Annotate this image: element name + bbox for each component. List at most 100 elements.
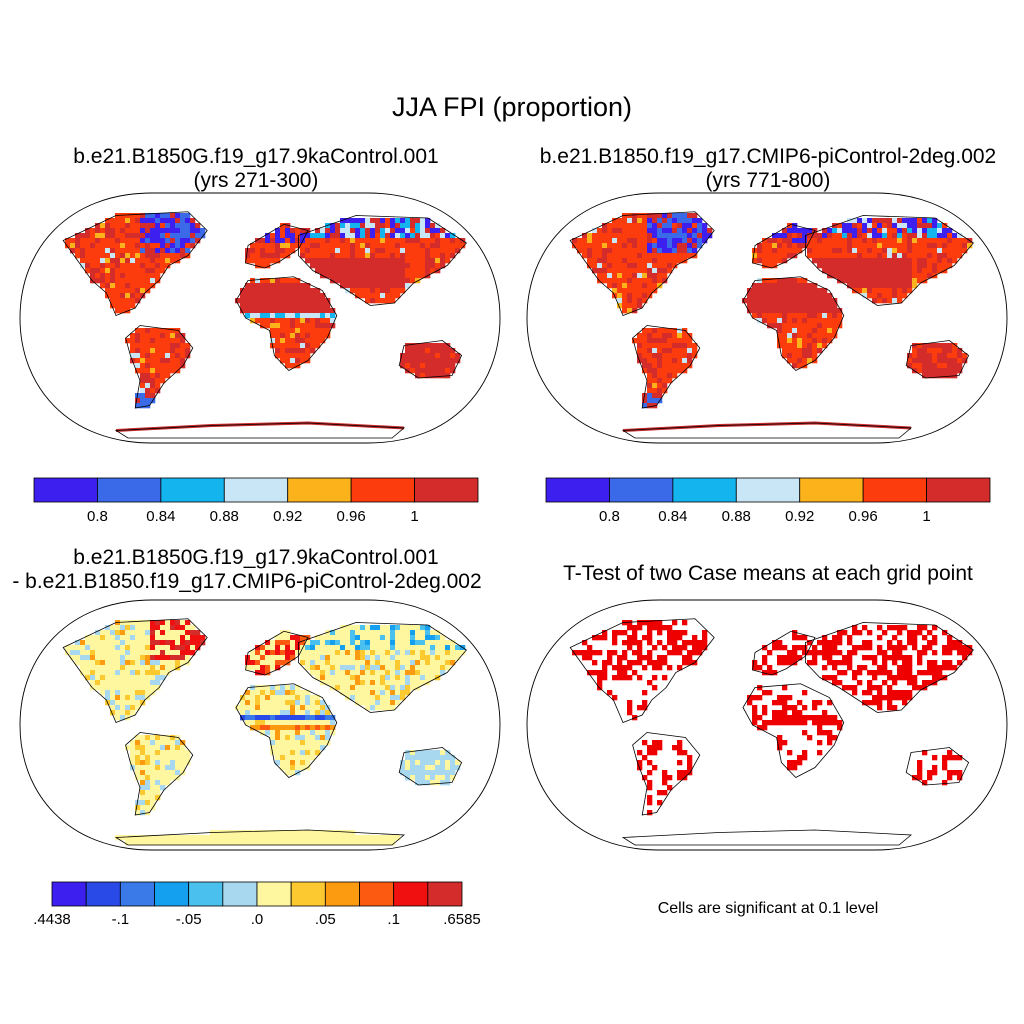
colorbar-swatch: [223, 477, 289, 503]
colorbar-swatch: [926, 477, 991, 503]
coastline-asia: [805, 215, 974, 306]
coastlines: [62, 211, 467, 439]
map-border: [19, 599, 501, 851]
coastline-samerica: [125, 732, 194, 816]
colorbar-swatch: [799, 477, 864, 503]
coastline-australia: [905, 340, 970, 379]
colorbar-swatch: [188, 881, 224, 907]
panel1-title-line1: b.e21.B1850G.f19_g17.9kaControl.001: [73, 145, 439, 168]
colorbar-tick-label: 0.92: [785, 508, 815, 525]
colorbar-swatch: [290, 881, 326, 907]
coastline-australia: [398, 340, 463, 379]
coastline-asia: [297, 622, 467, 713]
colorbar-tick-label: .1: [387, 911, 400, 928]
coastline-antarctica: [621, 422, 913, 439]
colorbar-tick-label: 0.96: [848, 508, 878, 525]
colorbar-tick-label: 0.92: [273, 508, 303, 525]
coastline-europe: [245, 630, 309, 676]
coastline-africa: [235, 276, 338, 371]
coastline-antarctica: [621, 829, 913, 846]
colorbar-swatch: [545, 477, 610, 503]
colorbar-tick-label: .05: [314, 911, 336, 928]
panel3-title-line2: - b.e21.B1850.f19_g17.CMIP6-piControl-2d…: [12, 570, 482, 593]
colorbar-swatch: [85, 881, 121, 907]
colorbar-swatch: [51, 881, 87, 907]
coastline-europe: [752, 630, 816, 676]
panel2-title-line1: b.e21.B1850.f19_g17.CMIP6-piControl-2deg…: [539, 145, 997, 168]
colorbar-swatch: [359, 881, 395, 907]
colorbar-tick-label: .0: [250, 911, 264, 928]
colorbar-swatch: [154, 881, 190, 907]
colorbar-swatch: [33, 477, 98, 503]
colorbar-swatch: [97, 477, 162, 503]
coastline-namerica: [62, 618, 208, 724]
coastline-africa: [235, 683, 338, 778]
panel4-title-line1: T-Test of two Case means at each grid po…: [563, 562, 973, 585]
panel2-title: b.e21.B1850.f19_g17.CMIP6-piControl-2deg…: [512, 145, 1024, 193]
coastlines: [569, 618, 974, 846]
map-border: [526, 599, 1008, 851]
panel1-title: b.e21.B1850G.f19_g17.9kaControl.001 (yrs…: [0, 145, 512, 193]
coastline-europe: [752, 223, 816, 269]
colorbar-swatch: [287, 477, 352, 503]
colorbar-tick-label: 0.8: [598, 508, 620, 525]
coastline-antarctica: [114, 829, 406, 846]
colorbar-case1: [33, 477, 479, 503]
colorbar-swatch: [119, 881, 155, 907]
coastline-samerica: [125, 325, 194, 409]
colorbar-swatch: [256, 881, 292, 907]
colorbar-swatch: [324, 881, 360, 907]
colorbar-tick-label: -.1: [111, 911, 130, 928]
colorbar-swatch: [222, 881, 258, 907]
colorbar-swatch: [414, 477, 479, 503]
colorbar-swatch: [735, 477, 801, 503]
panel4-title: T-Test of two Case means at each grid po…: [512, 562, 1024, 586]
coastline-africa: [742, 276, 845, 371]
colorbar-tick-label: 0.8: [86, 508, 108, 525]
colorbar-tick-label: -.05: [175, 911, 202, 928]
colorbar-difference: [51, 881, 463, 907]
significance-note: Cells are significant at 0.1 level: [657, 900, 879, 917]
colorbar-tick-label: 0.88: [721, 508, 751, 525]
panel3-title: b.e21.B1850G.f19_g17.9kaControl.001 - b.…: [0, 546, 512, 594]
coastlines: [62, 618, 467, 846]
map-grid-cells: [572, 620, 973, 816]
coastline-antarctica: [114, 422, 406, 439]
map-border: [526, 192, 1008, 444]
map-panel-case1: [19, 192, 501, 444]
colorbar-swatch: [427, 881, 463, 907]
coastline-samerica: [632, 325, 701, 409]
colorbar-swatch: [862, 477, 927, 503]
map-panel-difference: [19, 599, 501, 851]
coastline-samerica: [632, 732, 701, 816]
colorbar-tick-label: .6585: [443, 911, 481, 928]
colorbar-swatch: [609, 477, 674, 503]
colorbar-tick-label: 1: [922, 508, 931, 525]
panel1-title-line2: (yrs 271-300): [193, 169, 319, 192]
panel3-title-line1: b.e21.B1850G.f19_g17.9kaControl.001: [73, 546, 439, 569]
map-grid-cells: [65, 620, 466, 846]
colorbar-swatch: [393, 881, 429, 907]
coastline-europe: [245, 223, 309, 269]
coastline-namerica: [569, 211, 715, 317]
colorbar-tick-label: 0.96: [336, 508, 366, 525]
colorbar-tick-label: 0.84: [146, 508, 176, 525]
colorbar-tick-label: 0.84: [658, 508, 688, 525]
colorbar-case2: [545, 477, 991, 503]
coastline-australia: [398, 747, 463, 786]
coastline-africa: [742, 683, 845, 778]
colorbar-tick-label: 0.88: [209, 508, 239, 525]
panel2-title-line2: (yrs 771-800): [705, 169, 831, 192]
coastline-namerica: [62, 211, 208, 317]
coastline-asia: [297, 215, 467, 306]
coastline-asia: [805, 622, 974, 713]
colorbar-swatch: [160, 477, 225, 503]
colorbar-tick-label: .4438: [33, 911, 71, 928]
coastlines: [569, 211, 974, 439]
map-panel-ttest: [526, 599, 1008, 851]
colorbar-swatch: [350, 477, 415, 503]
figure-title: JJA FPI (proportion): [391, 92, 633, 122]
map-panel-case2: [526, 192, 1008, 444]
colorbar-swatch: [672, 477, 737, 503]
